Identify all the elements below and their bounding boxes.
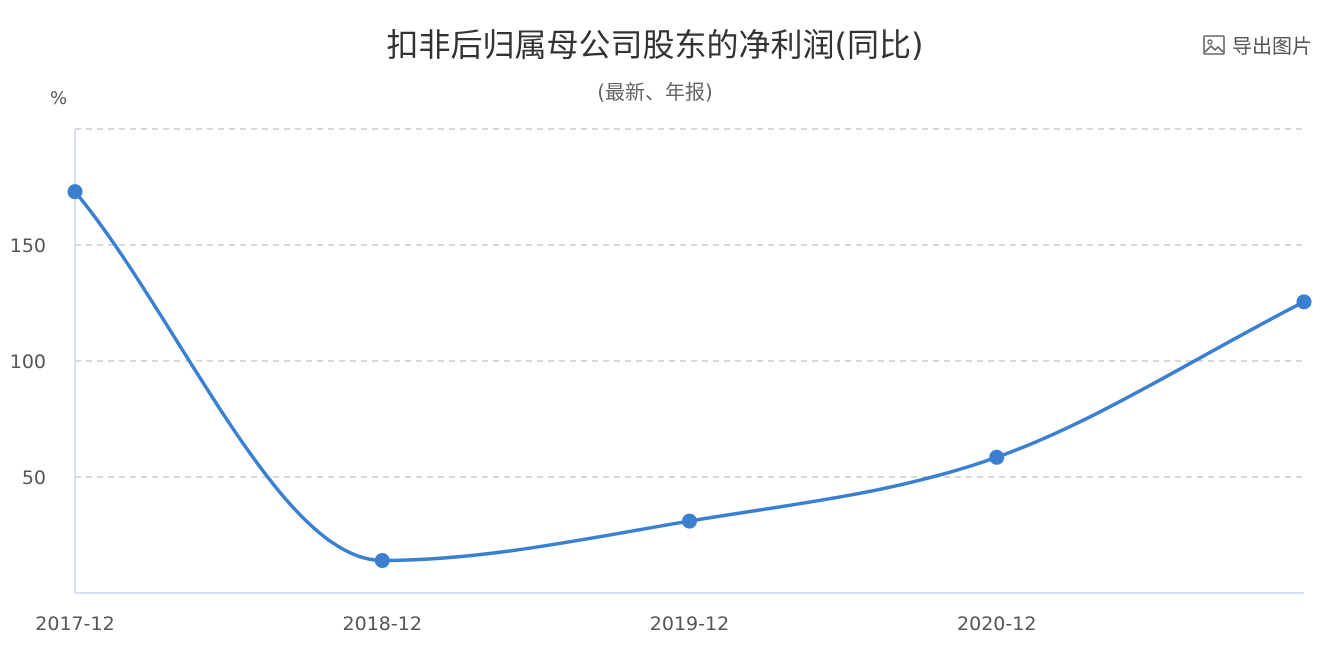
data-point[interactable] — [1296, 294, 1312, 310]
x-tick-label: 2019-12 — [650, 613, 729, 635]
y-tick-label: 100 — [10, 351, 46, 373]
x-tick-label: 2020-12 — [957, 613, 1036, 635]
data-point[interactable] — [67, 184, 83, 200]
grid-lines — [75, 128, 1304, 478]
y-axis-ticks: 50 100 150 — [10, 235, 46, 489]
image-icon — [1202, 33, 1226, 57]
export-image-label: 导出图片 — [1232, 34, 1312, 58]
y-tick-label: 150 — [10, 235, 46, 257]
x-tick-label: 2017-12 — [35, 613, 114, 635]
export-image-button[interactable]: 导出图片 — [1202, 30, 1312, 59]
chart-subtitle: (最新、年报) — [597, 80, 713, 104]
x-tick-label: 2018-12 — [343, 613, 422, 635]
y-tick-label: 50 — [22, 467, 46, 489]
y-axis-unit: % — [50, 88, 68, 109]
series-line — [73, 190, 1305, 563]
data-point[interactable] — [374, 553, 390, 569]
series-layer — [67, 184, 1312, 569]
chart-title: 扣非后归属母公司股东的净利润(同比) — [386, 26, 924, 64]
data-point[interactable] — [989, 449, 1005, 465]
x-axis-ticks: 2017-12 2018-12 2019-12 2020-12 — [35, 613, 1036, 635]
data-point[interactable] — [682, 513, 697, 529]
axes — [74, 129, 1304, 594]
